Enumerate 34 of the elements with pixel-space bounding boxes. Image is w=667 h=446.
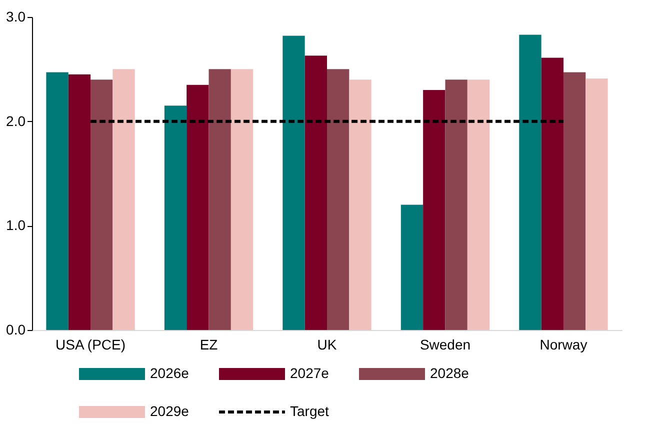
bar [541, 58, 564, 330]
bar [445, 80, 468, 330]
legend-label: 2026e [150, 365, 190, 381]
bar [519, 34, 542, 330]
bar [327, 69, 350, 330]
legend-label: Target [290, 403, 330, 419]
bar [563, 72, 586, 330]
y-tick-label: 0.0 [6, 322, 26, 338]
bar [467, 80, 490, 330]
x-tick-label: EZ [200, 336, 218, 352]
bar [304, 56, 327, 330]
x-tick-label: UK [317, 336, 338, 352]
bar [90, 80, 113, 330]
bar [282, 36, 305, 330]
legend-label: 2029e [150, 403, 190, 419]
bar [230, 69, 254, 330]
x-tick-label: USA (PCE) [56, 336, 126, 352]
bar [112, 69, 135, 330]
y-tick-label: 3.0 [6, 8, 26, 24]
bar [164, 106, 187, 330]
bar [208, 69, 231, 330]
legend-label: 2027e [290, 365, 330, 381]
y-tick-label: 1.0 [6, 217, 26, 234]
bar [68, 74, 91, 330]
x-tick-label: Norway [540, 336, 588, 352]
bar [423, 90, 446, 330]
x-tick-label: Sweden [420, 336, 471, 352]
bar [186, 84, 209, 330]
bar [586, 78, 608, 330]
bar [400, 204, 424, 330]
bar [349, 80, 372, 330]
y-tick-label: 2.0 [6, 112, 26, 129]
bar [46, 72, 68, 330]
legend-label: 2028e [430, 365, 470, 381]
